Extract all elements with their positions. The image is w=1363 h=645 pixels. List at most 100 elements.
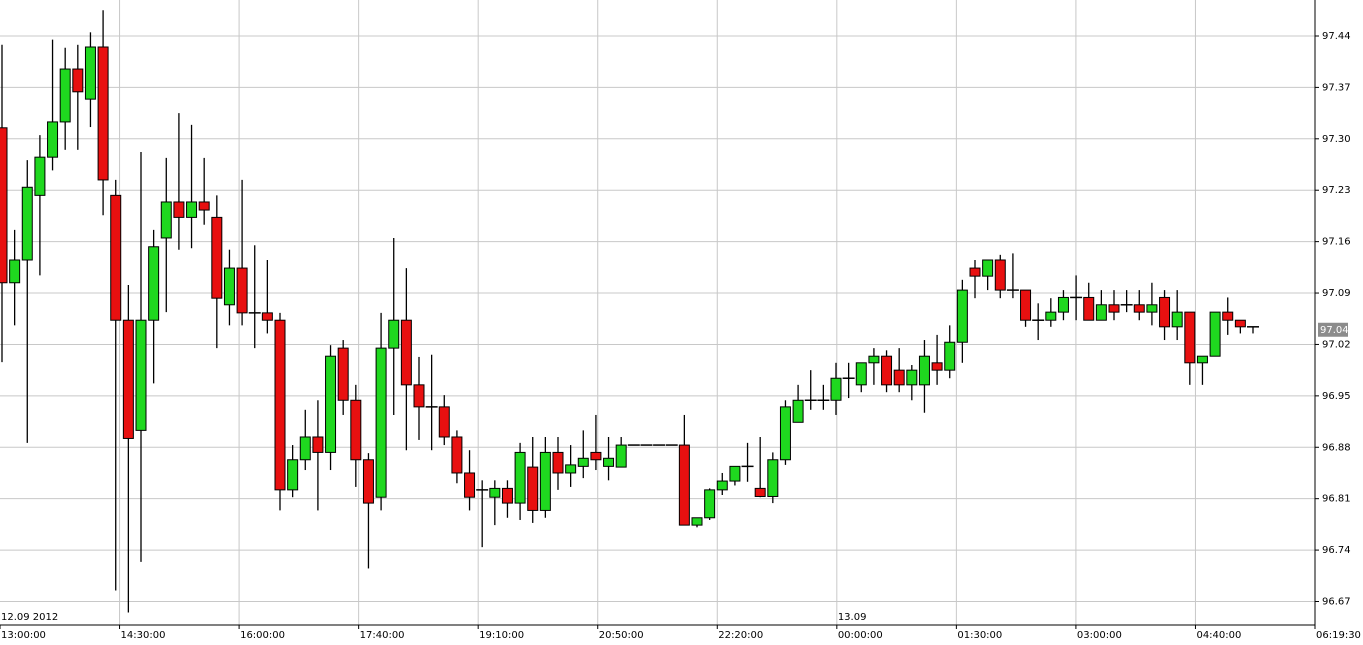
candle-body — [148, 246, 160, 321]
candle-body — [21, 186, 33, 261]
candle-body — [375, 347, 387, 498]
candle-body — [830, 377, 842, 401]
x-tick-label: 06:19:30 — [1316, 630, 1361, 641]
y-tick-label: 96.67 — [1322, 596, 1351, 607]
candle-body — [1196, 355, 1208, 364]
date-label: 13.09 — [838, 612, 867, 623]
candle-body — [400, 319, 412, 386]
candle-body — [413, 384, 425, 408]
candle-body — [173, 201, 185, 218]
candle-body — [868, 355, 880, 364]
candle-body — [299, 436, 311, 461]
candle-body — [501, 487, 513, 504]
candle-body — [84, 46, 96, 100]
candle-body — [34, 156, 46, 196]
candle-body — [489, 487, 501, 498]
candle-body — [223, 267, 235, 306]
candle-body — [881, 355, 893, 386]
candle-body — [438, 406, 450, 438]
candle-body — [729, 465, 741, 482]
candle-body — [1108, 304, 1120, 313]
y-tick-label: 97.23 — [1322, 185, 1351, 196]
x-tick-label: 00:00:00 — [838, 630, 883, 641]
candle-body — [767, 459, 779, 497]
candle-body — [47, 121, 59, 158]
candle-body — [122, 319, 134, 439]
candle-body — [211, 216, 223, 299]
candle-body — [464, 472, 476, 498]
candle-body — [855, 362, 867, 386]
candle-body — [994, 259, 1006, 291]
y-tick-label: 96.74 — [1322, 545, 1351, 556]
candle-body — [982, 259, 994, 277]
x-tick-label: 03:00:00 — [1077, 630, 1122, 641]
x-tick-label: 04:40:00 — [1196, 630, 1241, 641]
x-tick-label: 19:10:00 — [479, 630, 524, 641]
candle-body — [110, 194, 122, 321]
candle-body — [97, 46, 109, 181]
x-tick-label: 14:30:00 — [121, 630, 166, 641]
candle-body — [931, 362, 943, 371]
candle-body — [312, 436, 324, 453]
y-tick-label: 97.44 — [1322, 31, 1351, 42]
candle-body — [514, 451, 526, 504]
candle-body — [9, 259, 21, 284]
candle-body — [274, 319, 286, 491]
candle-body — [0, 127, 8, 284]
candle-body — [72, 68, 84, 93]
candle-body — [186, 201, 198, 218]
y-tick-label: 97.30 — [1322, 134, 1351, 145]
candle-body — [1045, 311, 1057, 321]
candle-body — [1222, 311, 1234, 321]
candle-body — [552, 451, 564, 474]
y-tick-label: 96.81 — [1322, 494, 1351, 505]
candle-body — [1234, 319, 1246, 328]
candle-body — [956, 289, 968, 343]
candle-body — [944, 341, 956, 371]
candle-body — [893, 369, 905, 386]
candle-body — [565, 464, 577, 474]
candle-body — [590, 451, 602, 461]
candle-body — [969, 267, 981, 277]
candle-body — [1184, 311, 1196, 364]
candle-body — [792, 399, 804, 423]
candle-body — [906, 369, 918, 386]
y-tick-label: 97.02 — [1322, 339, 1351, 350]
last-price-label: 97.04 — [1320, 325, 1349, 336]
candle-body — [451, 436, 463, 474]
candle-body — [325, 355, 337, 453]
x-tick-label: 01:30:00 — [957, 630, 1002, 641]
candle-body — [779, 406, 791, 461]
x-tick-label: 13:00:00 — [1, 630, 46, 641]
candle-body — [160, 201, 172, 239]
y-tick-label: 96.95 — [1322, 391, 1351, 402]
candle-body — [1083, 296, 1095, 321]
candle-body — [539, 451, 551, 511]
candle-body — [287, 459, 299, 491]
x-tick-label: 16:00:00 — [240, 630, 285, 641]
candle-body — [704, 489, 716, 519]
candle-body — [236, 267, 248, 314]
candle-body — [1020, 289, 1032, 321]
candle-body — [135, 319, 147, 431]
candle-body — [577, 457, 589, 467]
candle-body — [198, 201, 210, 211]
candle-body — [362, 459, 374, 504]
candle-body — [603, 457, 615, 467]
candle-body — [754, 487, 766, 497]
y-tick-label: 97.37 — [1322, 82, 1351, 93]
candle-body — [1159, 296, 1171, 328]
candle-body — [615, 444, 627, 468]
candle-body — [678, 444, 690, 526]
candle-body — [337, 347, 349, 401]
y-tick-label: 97.16 — [1322, 237, 1351, 248]
candle-body — [350, 399, 362, 461]
candle-body — [59, 68, 71, 123]
x-tick-label: 22:20:00 — [718, 630, 763, 641]
candle-body — [1146, 304, 1158, 313]
candle-body — [1209, 311, 1221, 357]
candle-body — [1095, 304, 1107, 321]
candle-body — [388, 319, 400, 349]
candle-body — [261, 312, 273, 321]
